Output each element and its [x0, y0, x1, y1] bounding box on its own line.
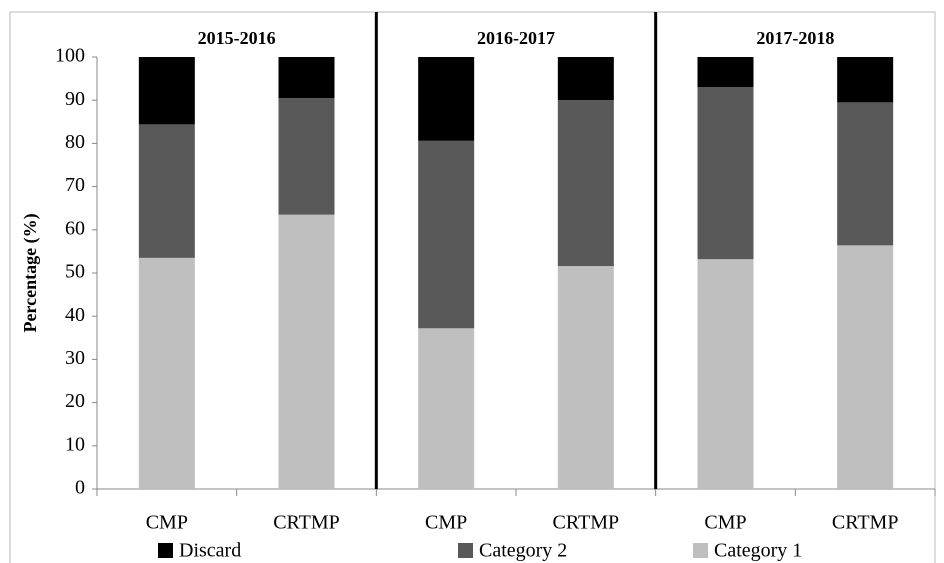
group-label: 2016-2017	[477, 28, 555, 48]
bar-segment	[418, 328, 475, 489]
y-tick-label: 60	[65, 217, 85, 239]
bar-segment	[697, 259, 754, 489]
legend-swatch	[693, 543, 708, 558]
x-tick-label: CMP	[704, 512, 746, 534]
group-label: 2015-2016	[198, 28, 276, 48]
x-tick-label: CRTMP	[273, 512, 340, 534]
bar-segment	[697, 57, 754, 88]
y-tick-label: 0	[75, 477, 85, 499]
bar-segment	[138, 257, 195, 489]
legend-swatch	[158, 543, 173, 558]
y-tick-label: 80	[65, 131, 85, 153]
y-tick-label: 70	[65, 174, 85, 196]
bar-segment	[837, 245, 894, 489]
bar-segment	[138, 57, 195, 125]
x-tick-label: CMP	[425, 512, 467, 534]
bar-segment	[418, 57, 475, 141]
y-tick-label: 90	[65, 88, 85, 110]
bar-segment	[278, 214, 335, 489]
bar-segment	[278, 57, 335, 99]
x-tick-label: CRTMP	[553, 512, 620, 534]
y-tick-label: 50	[65, 261, 85, 283]
legend-label: Category 2	[479, 540, 567, 562]
x-tick-label: CRTMP	[832, 512, 899, 534]
bar-segment	[557, 266, 614, 489]
y-tick-label: 100	[55, 45, 85, 67]
bar-segment	[557, 57, 614, 101]
group-label: 2017-2018	[756, 28, 834, 48]
x-tick-label: CMP	[146, 512, 188, 534]
legend-label: Category 1	[714, 540, 802, 562]
bar-segment	[837, 102, 894, 246]
bar-segment	[557, 100, 614, 267]
y-axis-label: Percentage (%)	[20, 213, 41, 332]
y-tick-label: 10	[65, 433, 85, 455]
bar-segment	[837, 57, 894, 103]
chart-border	[9, 11, 936, 563]
bar-segment	[138, 124, 195, 258]
y-tick-label: 30	[65, 347, 85, 369]
bar-segment	[278, 98, 335, 215]
legend-label: Discard	[179, 540, 241, 562]
bar-segment	[418, 140, 475, 329]
y-tick-label: 20	[65, 390, 85, 412]
legend-swatch	[458, 543, 473, 558]
bar-segment	[697, 87, 754, 260]
y-tick-label: 40	[65, 304, 85, 326]
